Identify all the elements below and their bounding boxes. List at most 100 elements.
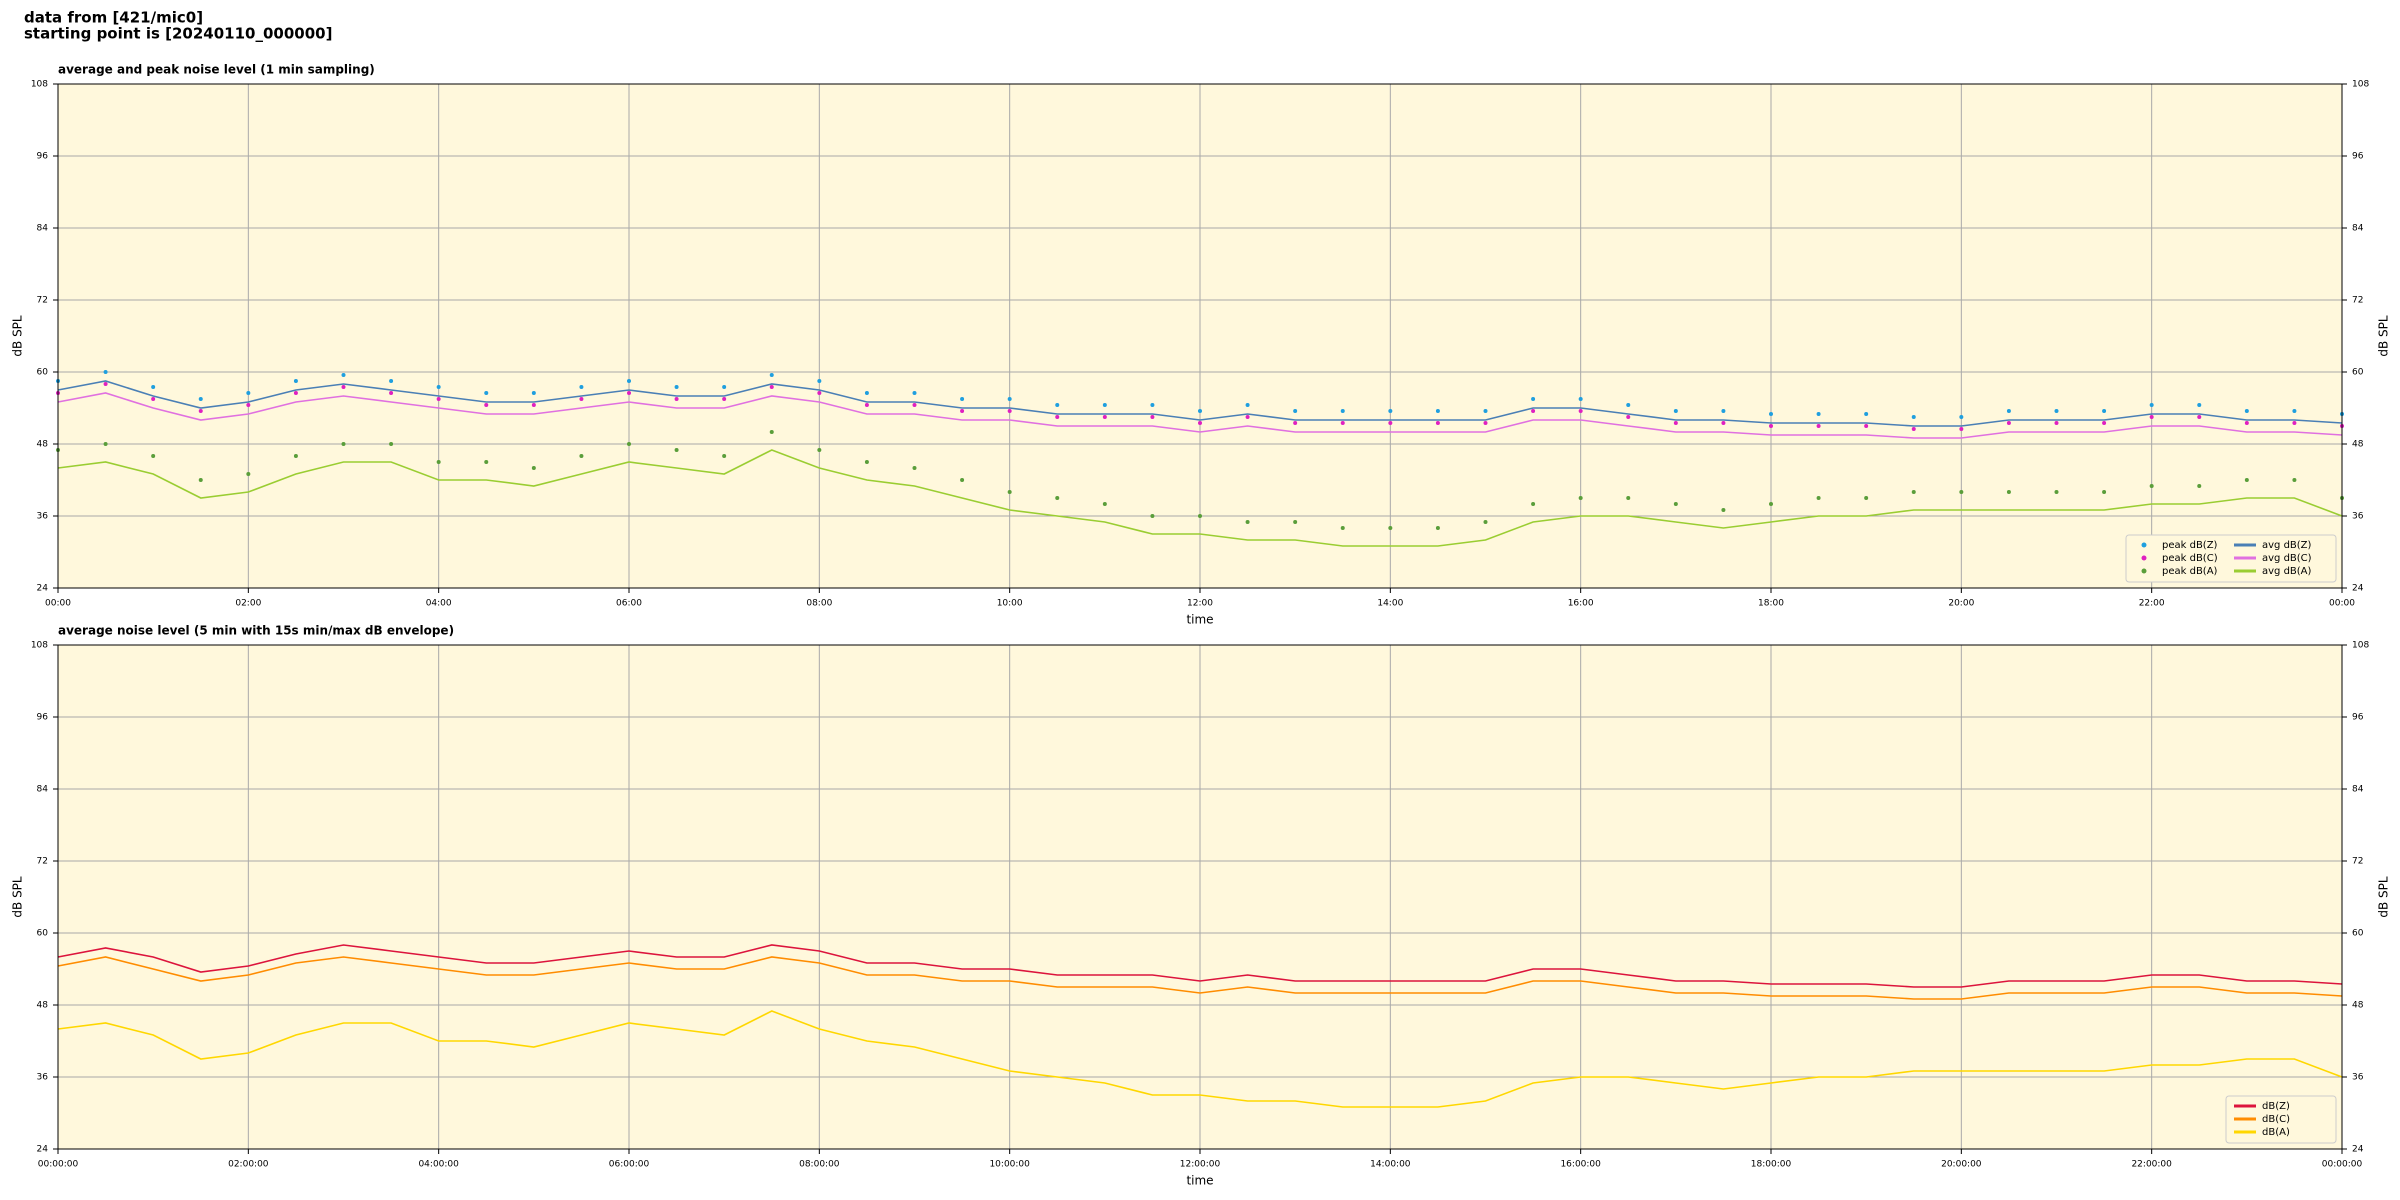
y-tick-label: 60 [2352, 929, 2364, 939]
data-point [1483, 409, 1488, 413]
data-point [103, 370, 108, 374]
data-point [2149, 415, 2154, 419]
data-point [912, 466, 917, 470]
data-point [960, 409, 965, 413]
legend-label: peak dB(A) [2162, 566, 2218, 577]
header-line: starting point is [20240110_000000] [24, 25, 332, 43]
data-point [531, 403, 536, 407]
x-tick-label: 12:00 [1187, 599, 1213, 609]
y-tick-label: 60 [2352, 368, 2364, 378]
data-point [1578, 397, 1583, 401]
y-tick-label: 36 [37, 1073, 49, 1083]
x-tick-label: 20:00:00 [1941, 1160, 1982, 1170]
data-point [103, 382, 108, 386]
data-point [2197, 415, 2202, 419]
data-point [1816, 424, 1821, 428]
data-point [2054, 421, 2059, 425]
data-point [1864, 412, 1869, 416]
data-point [341, 442, 346, 446]
data-point [1626, 496, 1631, 500]
legend-label: peak dB(Z) [2162, 540, 2218, 551]
data-point [722, 454, 727, 458]
data-point [436, 397, 441, 401]
x-tick-label: 00:00:00 [2322, 1160, 2363, 1170]
data-point [1388, 526, 1393, 530]
y-axis-label: dB SPL [11, 315, 25, 357]
data-point [1673, 409, 1678, 413]
data-point [341, 385, 346, 389]
data-point [2006, 421, 2011, 425]
x-tick-label: 00:00 [2329, 599, 2355, 609]
data-point [1721, 409, 1726, 413]
data-point [436, 385, 441, 389]
x-tick-label: 22:00 [2139, 599, 2165, 609]
data-point [674, 385, 679, 389]
x-tick-label: 06:00 [616, 599, 642, 609]
data-point [627, 379, 631, 383]
x-tick-label: 02:00 [235, 599, 261, 609]
legend-label: avg dB(Z) [2262, 540, 2312, 551]
data-point [1531, 409, 1536, 413]
data-point [627, 442, 631, 446]
data-point [389, 442, 394, 446]
y-tick-label: 36 [37, 512, 49, 522]
data-point [1435, 526, 1440, 530]
x-tick-label: 12:00:00 [1180, 1160, 1221, 1170]
y-tick-label: 72 [37, 296, 48, 306]
x-tick-label: 10:00:00 [989, 1160, 1030, 1170]
data-point [817, 379, 822, 383]
data-point [2244, 478, 2249, 482]
data-point [2149, 484, 2154, 488]
y-tick-label: 84 [37, 785, 49, 795]
data-point [484, 403, 489, 407]
data-point [2102, 490, 2107, 494]
y-tick-label: 108 [2352, 641, 2369, 651]
legend-label: dB(C) [2262, 1114, 2290, 1125]
data-point [2292, 421, 2297, 425]
data-point [1721, 508, 1726, 512]
data-point [1531, 397, 1536, 401]
data-point [1721, 421, 1726, 425]
data-point [674, 448, 679, 452]
data-point [341, 373, 346, 377]
data-point [2292, 478, 2297, 482]
y-tick-label: 36 [2352, 512, 2364, 522]
x-axis-label: time [1186, 613, 1213, 627]
x-tick-label: 02:00:00 [228, 1160, 269, 1170]
x-tick-label: 08:00:00 [799, 1160, 840, 1170]
data-point [293, 454, 298, 458]
data-point [579, 385, 584, 389]
data-point [103, 442, 108, 446]
data-point [1245, 415, 1250, 419]
data-point [1769, 412, 1773, 416]
data-point [1340, 421, 1345, 425]
x-tick-label: 04:00:00 [418, 1160, 459, 1170]
legend-label: dB(Z) [2262, 1101, 2290, 1112]
data-point [1626, 403, 1631, 407]
data-point [2292, 409, 2297, 413]
y-tick-label: 72 [37, 857, 48, 867]
data-point [769, 373, 774, 377]
data-point [1102, 502, 1107, 506]
y-tick-label: 84 [37, 224, 49, 234]
data-point [531, 391, 536, 395]
legend-marker [2141, 568, 2147, 574]
x-tick-label: 14:00 [1377, 599, 1403, 609]
y-tick-label: 72 [2352, 296, 2363, 306]
data-point [960, 478, 965, 482]
data-point [246, 403, 251, 407]
y-tick-label: 48 [37, 1001, 49, 1011]
data-line [57, 449, 2343, 547]
data-point [484, 460, 489, 464]
data-point [1150, 403, 1155, 407]
data-point [1150, 415, 1155, 419]
y-tick-label: 108 [2352, 80, 2369, 90]
x-tick-label: 14:00:00 [1370, 1160, 1411, 1170]
data-point [1055, 496, 1060, 500]
data-point [722, 397, 727, 401]
data-point [864, 403, 869, 407]
data-point [151, 454, 156, 458]
data-point [817, 391, 822, 395]
y-tick-label: 72 [2352, 857, 2363, 867]
legend-label: avg dB(A) [2262, 566, 2312, 577]
